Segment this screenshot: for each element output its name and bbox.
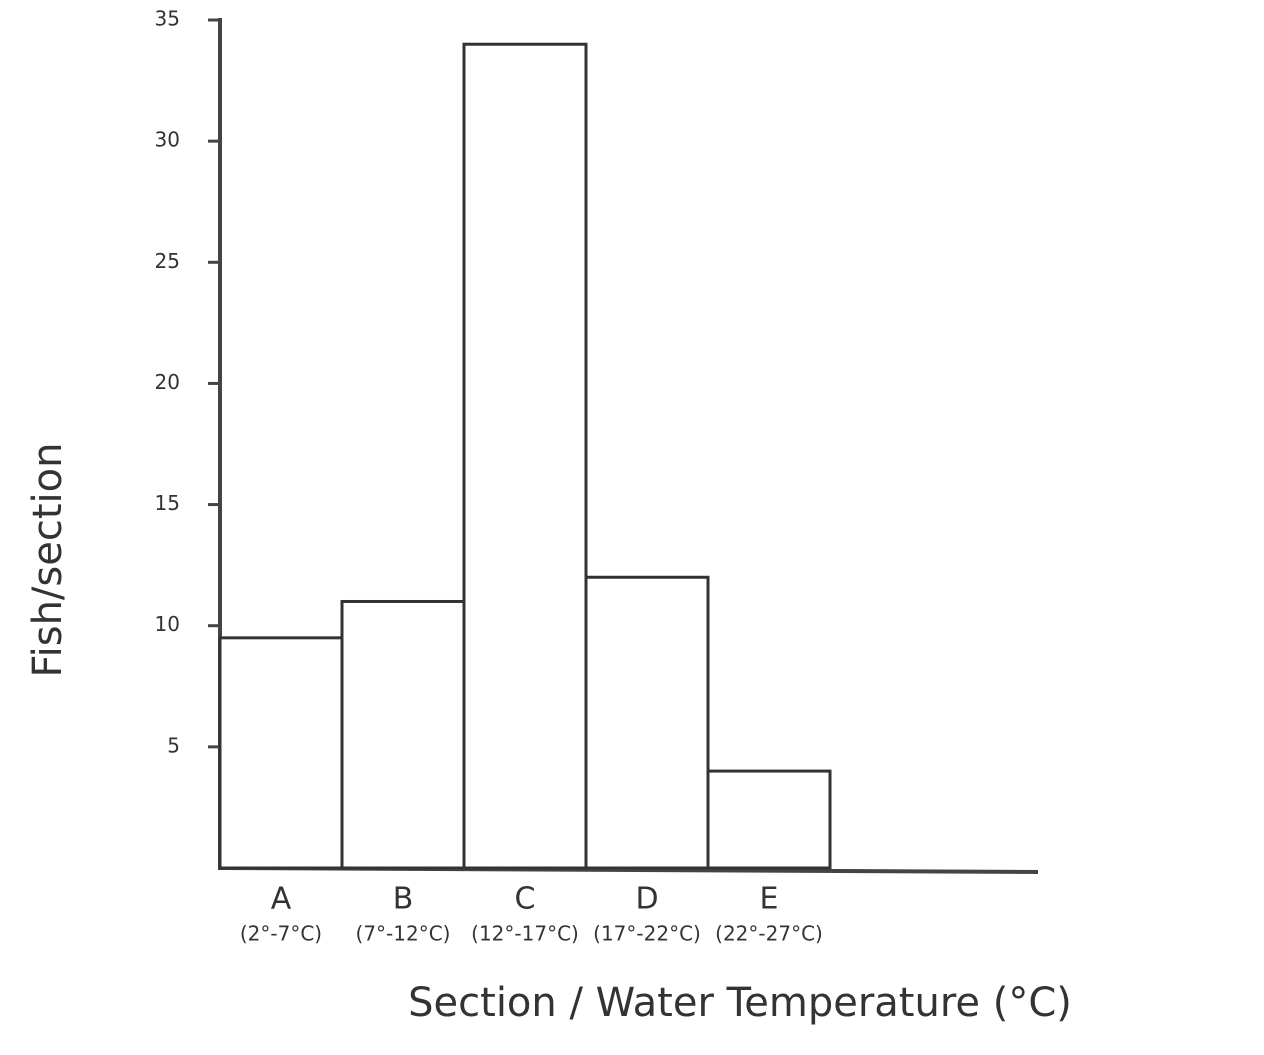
bar xyxy=(340,599,466,870)
bar xyxy=(706,769,832,870)
x-tick-label: A xyxy=(271,882,292,917)
x-tick-sublabel: (2°-7°C) xyxy=(240,922,322,946)
y-tick-label: 25 xyxy=(155,249,180,273)
x-tick-sublabel: (17°-22°C) xyxy=(593,922,701,946)
x-tick-label: E xyxy=(760,882,779,917)
y-tick-label: 35 xyxy=(155,7,180,31)
x-tick-label: D xyxy=(635,882,658,917)
x-tick-sublabel: (22°-27°C) xyxy=(715,922,823,946)
x-tick-sublabel: (12°-17°C) xyxy=(471,922,579,946)
bar xyxy=(218,636,344,870)
x-tick-sublabel: (7°-12°C) xyxy=(356,922,451,946)
bar xyxy=(462,42,588,870)
y-axis-label: Fish/section xyxy=(25,443,71,678)
y-tick-label: 15 xyxy=(155,491,180,515)
y-tick-label: 5 xyxy=(167,733,180,757)
bar xyxy=(584,575,710,870)
y-tick-label: 10 xyxy=(155,612,180,636)
x-tick-label: C xyxy=(515,882,536,917)
y-tick-label: 20 xyxy=(155,370,180,394)
x-tick-label: B xyxy=(393,882,414,917)
y-tick-label: 30 xyxy=(155,128,180,152)
x-axis-label: Section / Water Temperature (°C) xyxy=(408,980,1072,1026)
